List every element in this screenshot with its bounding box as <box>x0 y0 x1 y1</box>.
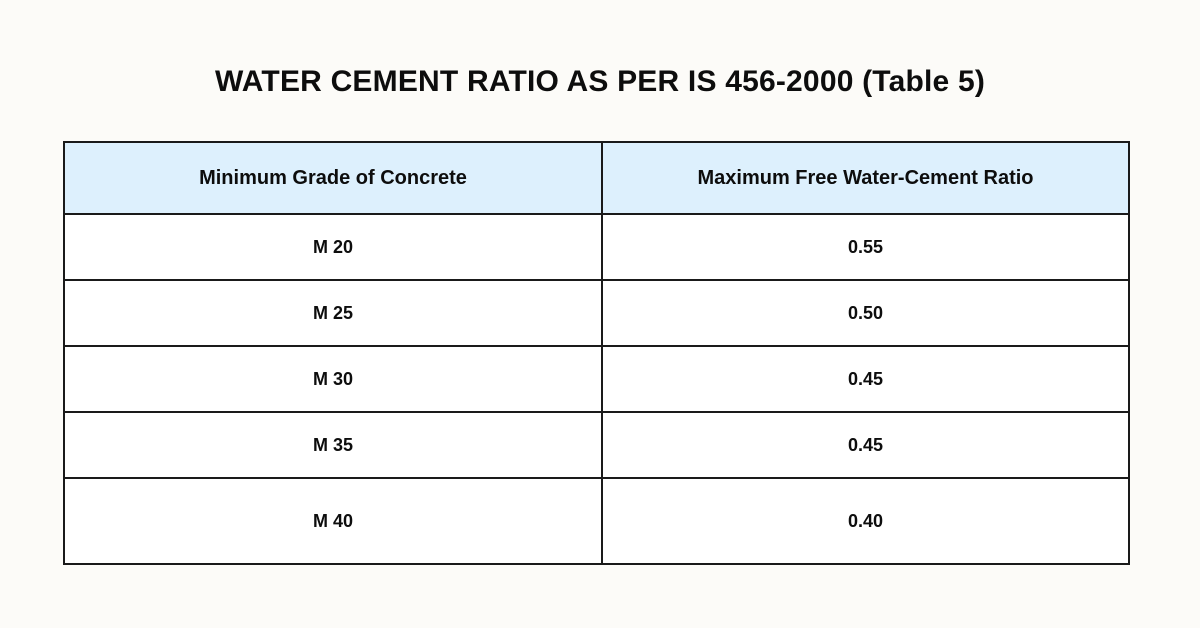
water-cement-ratio-table: Minimum Grade of Concrete Maximum Free W… <box>63 141 1130 565</box>
table-row: M 20 0.55 <box>63 213 1130 281</box>
column-header-ratio: Maximum Free Water-Cement Ratio <box>601 141 1130 215</box>
grade-cell: M 20 <box>63 213 603 281</box>
grade-cell: M 40 <box>63 477 603 565</box>
grade-cell: M 25 <box>63 279 603 347</box>
table-header-row: Minimum Grade of Concrete Maximum Free W… <box>63 141 1130 215</box>
table-row: M 40 0.40 <box>63 477 1130 565</box>
ratio-cell: 0.50 <box>601 279 1130 347</box>
ratio-cell: 0.55 <box>601 213 1130 281</box>
ratio-cell: 0.45 <box>601 411 1130 479</box>
column-header-grade: Minimum Grade of Concrete <box>63 141 603 215</box>
table-row: M 30 0.45 <box>63 345 1130 413</box>
grade-cell: M 35 <box>63 411 603 479</box>
page-title: WATER CEMENT RATIO AS PER IS 456-2000 (T… <box>214 65 986 98</box>
ratio-cell: 0.40 <box>601 477 1130 565</box>
table-row: M 35 0.45 <box>63 411 1130 479</box>
grade-cell: M 30 <box>63 345 603 413</box>
table-row: M 25 0.50 <box>63 279 1130 347</box>
ratio-cell: 0.45 <box>601 345 1130 413</box>
